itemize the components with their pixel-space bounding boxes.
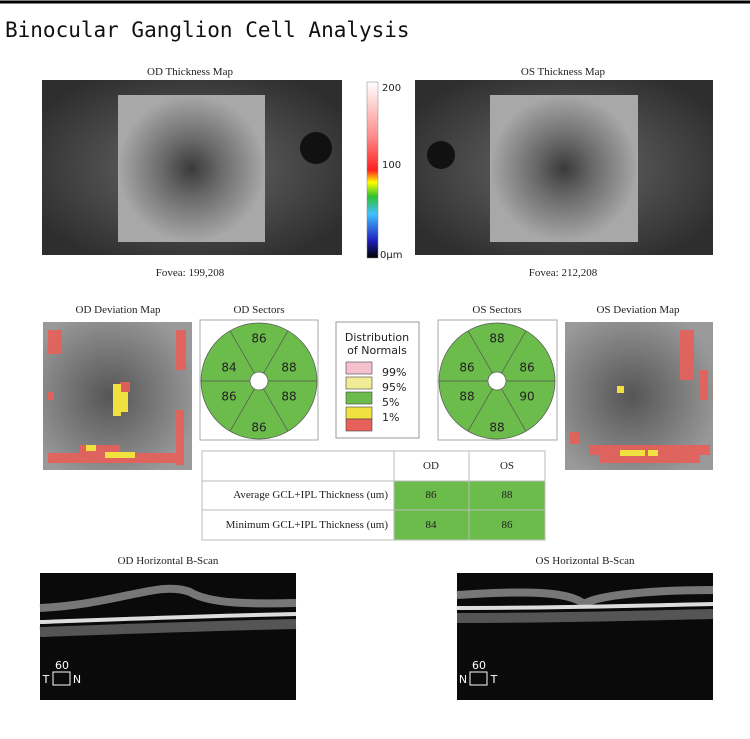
table-header: OS (500, 460, 514, 472)
map-title: OD Thickness Map (147, 66, 233, 78)
table-cell: 86 (502, 519, 514, 531)
bscan-title: OD Horizontal B-Scan (118, 555, 219, 567)
deviation-overlay (617, 386, 658, 456)
fovea: Fovea: 199,208 (156, 267, 225, 279)
optic-disc (300, 132, 332, 164)
map-title: OS Thickness Map (521, 66, 606, 78)
sector-value: 86 (221, 390, 236, 404)
sector-value: 86 (251, 332, 266, 346)
sector-value: 86 (519, 361, 534, 375)
legend-swatch (345, 391, 373, 405)
retina-layers (456, 586, 714, 623)
table-cell: 86 (426, 489, 438, 501)
legend-title: Distribution (345, 331, 409, 344)
page-title: Binocular Ganglion Cell Analysis (5, 18, 410, 42)
sector-value: 88 (281, 390, 296, 404)
legend-swatch (345, 376, 373, 390)
colorbar-label: 100 (382, 160, 401, 171)
sector-value: 88 (281, 361, 296, 375)
sector-chart (200, 322, 318, 440)
sector-value: 88 (489, 421, 504, 435)
deviation-overlay (86, 384, 135, 458)
os-thickness (490, 95, 638, 242)
colorbar (366, 81, 379, 259)
retina-layers (39, 584, 297, 637)
legend-swatch (345, 361, 373, 375)
direction-label: N (459, 673, 467, 686)
sector-value: 86 (459, 361, 474, 375)
colorbar-label: 0µm (380, 250, 402, 261)
sector-value: 88 (489, 332, 504, 346)
legend-swatch (345, 406, 373, 420)
sector-value: 88 (459, 390, 474, 404)
direction-label: T (490, 673, 498, 686)
table-cell: 84 (426, 519, 438, 531)
direction-label: T (42, 673, 50, 686)
fovea: Fovea: 212,208 (529, 267, 598, 279)
sector-value: 84 (221, 361, 236, 375)
sector-value: 86 (251, 421, 266, 435)
sector-chart (438, 322, 556, 440)
scale-box (469, 671, 488, 686)
legend-item: 95% (382, 381, 406, 394)
row-label: Average GCL+IPL Thickness (um) (233, 489, 388, 501)
legend-item: 99% (382, 366, 406, 379)
direction-label: N (73, 673, 81, 686)
bscan-title: OS Horizontal B-Scan (536, 555, 635, 567)
optic-disc (427, 141, 455, 169)
scale-box (52, 671, 71, 686)
colorbar-label: 200 (382, 83, 401, 94)
scale-label: 60 (472, 659, 486, 672)
panel-title: OS Deviation Map (596, 304, 680, 316)
od-bscan (40, 573, 296, 700)
legend-item: 5% (382, 396, 399, 409)
legend-title: of Normals (347, 344, 407, 357)
panel-title: OS Sectors (472, 304, 521, 316)
panel-title: OD Deviation Map (76, 304, 161, 316)
legend-item: 1% (382, 411, 399, 424)
table (201, 450, 546, 541)
table-cell: 88 (502, 489, 514, 501)
panel-title: OD Sectors (233, 304, 284, 316)
od-thickness (118, 95, 265, 242)
sector-value: 90 (519, 390, 534, 404)
legend-swatch (345, 418, 373, 432)
table-header: OD (423, 460, 439, 472)
scale-label: 60 (55, 659, 69, 672)
row-label: Minimum GCL+IPL Thickness (um) (226, 519, 389, 531)
